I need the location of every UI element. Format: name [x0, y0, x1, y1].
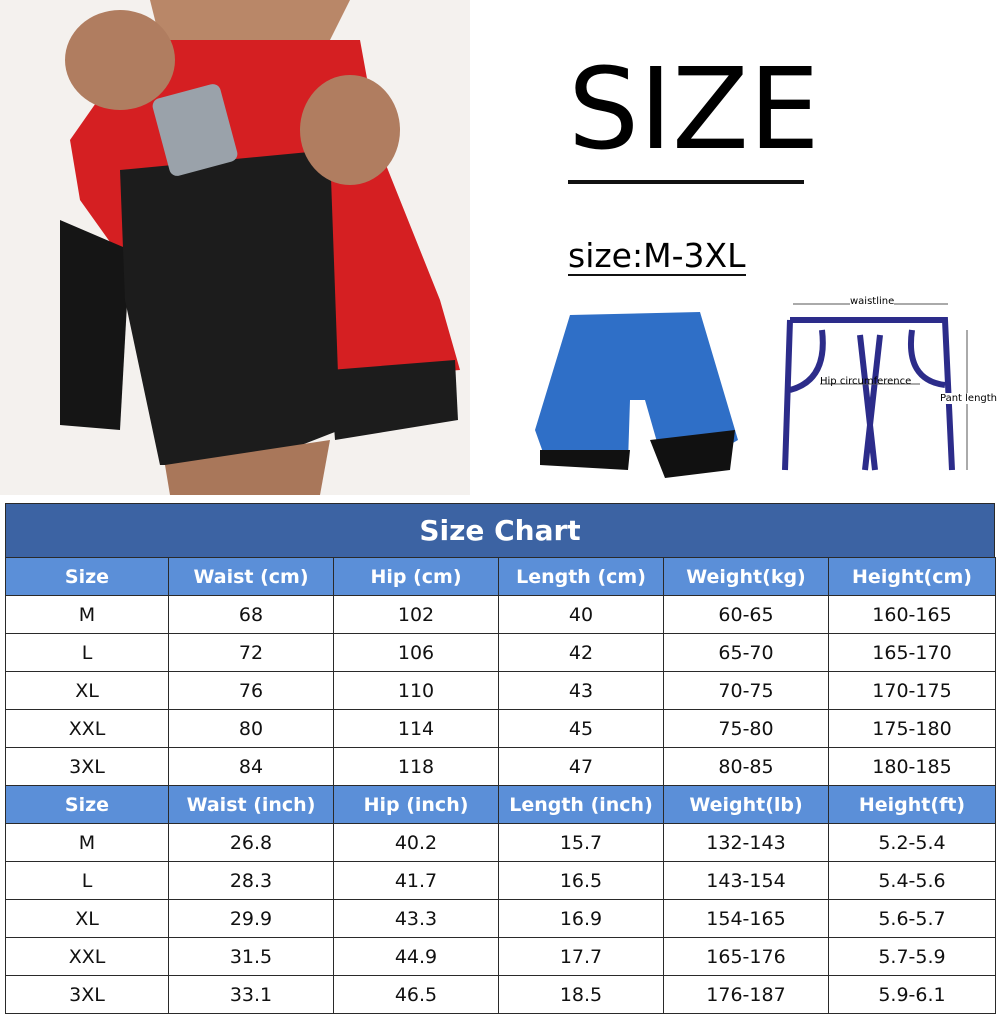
table-cell: 106 [333, 633, 499, 672]
length-label: Pant length [940, 393, 998, 404]
table-cell: XL [5, 899, 169, 938]
table-cell: 143-154 [663, 861, 829, 900]
liner [120, 150, 340, 465]
hip-label: Hip circumference [820, 376, 912, 387]
table-cell: 76 [168, 671, 334, 710]
table-cell: 80 [168, 709, 334, 748]
header-cell: Waist (inch) [168, 785, 334, 824]
table-cell: 160-165 [828, 595, 996, 634]
black-flap [60, 220, 130, 430]
table-cell: 65-70 [663, 633, 829, 672]
table-cell: 3XL [5, 975, 169, 1014]
table-cell: 17.7 [498, 937, 664, 976]
header-cell: Length (inch) [498, 785, 664, 824]
table-cell: 28.3 [168, 861, 334, 900]
table-cell: 5.6-5.7 [828, 899, 996, 938]
header-cell: Height(ft) [828, 785, 996, 824]
table-cell: 46.5 [333, 975, 499, 1014]
table-cell: 42 [498, 633, 664, 672]
table-title: Size Chart [5, 503, 995, 558]
table-cell: L [5, 861, 169, 900]
header-cell: Weight(lb) [663, 785, 829, 824]
title: SIZE [568, 45, 820, 175]
table-cell: 175-180 [828, 709, 996, 748]
table-cell: M [5, 823, 169, 862]
header-cell: Weight(kg) [663, 557, 829, 596]
table-cell: 5.4-5.6 [828, 861, 996, 900]
table-cell: 70-75 [663, 671, 829, 710]
table-cell: L [5, 633, 169, 672]
table-cell: 3XL [5, 747, 169, 786]
table-cell: 132-143 [663, 823, 829, 862]
header-cell: Length (cm) [498, 557, 664, 596]
table-cell: 44.9 [333, 937, 499, 976]
table-cell: 180-185 [828, 747, 996, 786]
blue-shorts [535, 312, 738, 470]
table-cell: 5.7-5.9 [828, 937, 996, 976]
table-cell: 18.5 [498, 975, 664, 1014]
table-cell: 43 [498, 671, 664, 710]
header-cell: Height(cm) [828, 557, 996, 596]
table-cell: 165-170 [828, 633, 996, 672]
table-cell: 118 [333, 747, 499, 786]
blue-shorts-liner [540, 430, 735, 478]
table-cell: 154-165 [663, 899, 829, 938]
table-cell: 5.2-5.4 [828, 823, 996, 862]
table-cell: XL [5, 671, 169, 710]
table-cell: 75-80 [663, 709, 829, 748]
liner-right [330, 360, 458, 440]
leg [165, 440, 330, 495]
table-cell: 29.9 [168, 899, 334, 938]
header-cell: Waist (cm) [168, 557, 334, 596]
table-cell: 114 [333, 709, 499, 748]
table-cell: XXL [5, 937, 169, 976]
header-cell: Hip (cm) [333, 557, 499, 596]
table-cell: 80-85 [663, 747, 829, 786]
table-cell: 15.7 [498, 823, 664, 862]
hand-right [300, 75, 400, 185]
table-cell: 68 [168, 595, 334, 634]
table-cell: 41.7 [333, 861, 499, 900]
table-cell: 16.9 [498, 899, 664, 938]
header-cell: Hip (inch) [333, 785, 499, 824]
header-cell: Size [5, 557, 169, 596]
table-cell: 72 [168, 633, 334, 672]
table-cell: 102 [333, 595, 499, 634]
phone [152, 84, 238, 176]
waist-label: waistline [850, 296, 895, 307]
table-cell: M [5, 595, 169, 634]
product-images [0, 0, 968, 495]
hand-left [65, 10, 175, 110]
subtitle: size:M-3XL [568, 236, 746, 275]
torso [150, 0, 350, 40]
table-cell: 45 [498, 709, 664, 748]
table-cell: 170-175 [828, 671, 996, 710]
table-cell: 5.9-6.1 [828, 975, 996, 1014]
table-cell: 60-65 [663, 595, 829, 634]
table-cell: 165-176 [663, 937, 829, 976]
table-cell: 40.2 [333, 823, 499, 862]
table-cell: XXL [5, 709, 169, 748]
table-cell: 40 [498, 595, 664, 634]
table-cell: 43.3 [333, 899, 499, 938]
table-cell: 110 [333, 671, 499, 710]
table-cell: 33.1 [168, 975, 334, 1014]
table-cell: 26.8 [168, 823, 334, 862]
table-cell: 31.5 [168, 937, 334, 976]
table-cell: 84 [168, 747, 334, 786]
pants-diagram [782, 317, 955, 471]
header-cell: Size [5, 785, 169, 824]
table-cell: 16.5 [498, 861, 664, 900]
table-cell: 176-187 [663, 975, 829, 1014]
table-cell: 47 [498, 747, 664, 786]
